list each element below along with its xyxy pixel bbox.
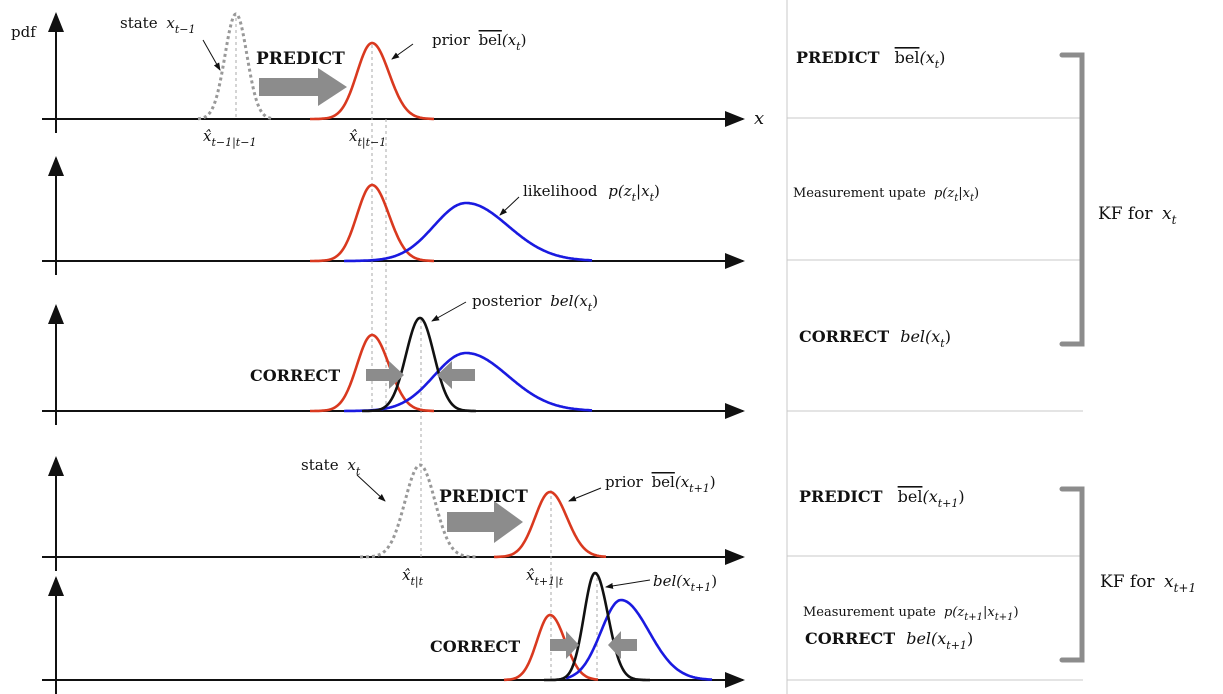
right-r5-measurement: Measurement upate p(zt+1|xt+1)	[803, 605, 1019, 623]
row4-xhat-left: x̂t|t	[402, 566, 424, 589]
row1-xhat-right: x̂t|t−1	[349, 127, 386, 150]
predict-arrow-row4	[447, 501, 523, 543]
kf-xt1-brace	[1059, 486, 1085, 663]
left-panel-labels: pdf x state xt−1 PREDICT prior bel(xt) x…	[11, 14, 764, 656]
row1-prior-curve	[310, 41, 434, 121]
row4-state-label: state xt	[301, 456, 361, 478]
row4-xhat-right: x̂t+1|t	[526, 566, 564, 589]
right-panel-dividers	[786, 0, 1083, 694]
row2-prior-curve	[310, 183, 434, 263]
right-panel-labels: PREDICT bel(xt) Measurement upate p(zt|x…	[793, 48, 1196, 652]
pointer-arrows	[202, 39, 651, 589]
correct-arrow-right-row5	[550, 631, 579, 659]
row3-prior-curve	[310, 333, 434, 413]
right-r2-measurement: Measurement upate p(zt|xt)	[793, 186, 979, 204]
right-r4-predict: PREDICT bel(xt+1)	[799, 487, 965, 510]
row3-correct-label: CORRECT	[250, 366, 340, 385]
row4-predict-label: PREDICT	[439, 487, 528, 507]
correct-arrow-right-row3	[366, 361, 404, 389]
y-axis-label: pdf	[11, 23, 37, 41]
row5-prior-curve	[503, 613, 599, 682]
row1-xhat-left: x̂t−1|t−1	[203, 127, 256, 150]
row2-likelihood-curve	[344, 201, 593, 263]
right-r3-correct: CORRECT bel(xt)	[799, 327, 951, 350]
kf-xt-label: KF for xt	[1098, 204, 1177, 227]
row1-predict-label: PREDICT	[256, 49, 345, 69]
row3-likelihood-curve	[344, 351, 593, 413]
row2-likelihood-label: likelihood p(zt|xt)	[523, 182, 660, 204]
row5-bel-label: bel(xt+1)	[653, 572, 717, 594]
row1-state-curve	[197, 12, 275, 121]
row4-state-curve	[360, 463, 476, 559]
right-r1-predict: PREDICT bel(xt)	[796, 48, 945, 71]
row3-posterior-label: posterior bel(xt)	[472, 292, 598, 314]
row4-prior-label: prior bel(xt+1)	[605, 473, 716, 495]
correct-arrow-left-row3	[437, 361, 475, 389]
axes	[42, 12, 745, 694]
braces	[1059, 52, 1085, 663]
kf-xt-brace	[1059, 52, 1085, 347]
row4-prior-curve	[494, 490, 606, 559]
correct-arrow-left-row5	[608, 631, 637, 659]
row3-posterior-curve	[362, 316, 476, 413]
block-arrows	[259, 68, 637, 659]
predict-arrow-row1	[259, 68, 347, 106]
x-axis-label: x	[754, 108, 764, 129]
row5-posterior-curve	[544, 571, 650, 682]
row1-prior-label: prior bel(xt)	[432, 31, 526, 53]
kf-xt1-label: KF for xt+1	[1100, 572, 1196, 595]
dashed-guides	[235, 18, 598, 680]
distribution-curves	[197, 12, 713, 682]
right-r6-correct: CORRECT bel(xt+1)	[805, 629, 973, 652]
row5-correct-label: CORRECT	[430, 637, 520, 656]
row1-state-label: state xt−1	[120, 14, 195, 36]
row5-likelihood-curve	[565, 598, 713, 681]
